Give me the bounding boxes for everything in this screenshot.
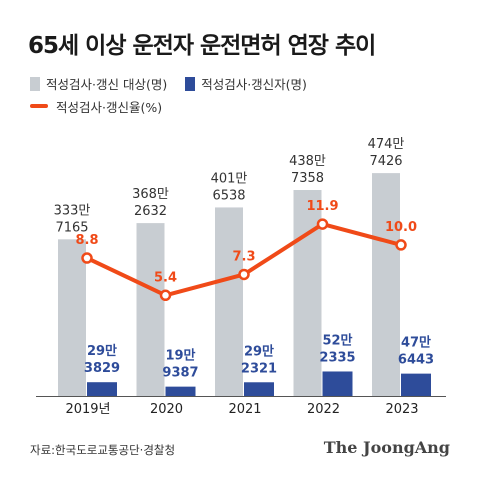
target-value-label: 2632 bbox=[134, 204, 167, 219]
x-tick-label: 2022 bbox=[307, 402, 340, 417]
renewal-value-label: 9387 bbox=[162, 366, 198, 381]
renewal-value-label: 52만 bbox=[322, 332, 352, 348]
renewal-bar bbox=[165, 386, 196, 396]
x-tick-label: 2021 bbox=[228, 402, 261, 417]
renewal-value-label: 19만 bbox=[165, 348, 195, 364]
target-value-label: 368만 bbox=[132, 187, 169, 202]
target-value-label: 438만 bbox=[289, 154, 326, 169]
target-bar bbox=[372, 173, 400, 396]
target-bar bbox=[215, 207, 243, 396]
rate-value-label: 7.3 bbox=[232, 249, 255, 264]
source-note: 자료:한국도로교통공단·경찰청 bbox=[30, 443, 176, 457]
target-bar bbox=[293, 190, 322, 396]
legend-row-2: 적성검사·갱신율(%) bbox=[30, 96, 176, 116]
x-tick-label: 2019년 bbox=[65, 402, 110, 417]
renewal-value-label: 29만 bbox=[87, 343, 117, 359]
target-value-label: 6538 bbox=[212, 188, 245, 203]
target-bar bbox=[136, 223, 165, 396]
legend-item-renewals: 적성검사·갱신자(명) bbox=[185, 74, 307, 93]
x-tick-label: 2023 bbox=[385, 402, 418, 417]
renewal-bar bbox=[322, 371, 353, 396]
rate-value-label: 8.8 bbox=[75, 233, 98, 248]
target-value-label: 7358 bbox=[291, 171, 324, 186]
renewal-value-label: 2321 bbox=[241, 361, 277, 376]
target-value-label: 474만 bbox=[368, 137, 405, 152]
legend-label-targets: 적성검사·갱신 대상(명) bbox=[46, 77, 168, 92]
x-tick-label: 2020 bbox=[150, 402, 183, 417]
renewal-bar bbox=[244, 382, 274, 396]
target-value-label: 7426 bbox=[369, 154, 402, 169]
renewal-value-label: 47만 bbox=[401, 335, 431, 351]
rate-value-label: 5.4 bbox=[154, 270, 177, 285]
target-value-label: 333만 bbox=[54, 203, 91, 218]
page-title: 65세 이상 운전자 운전면허 연장 추이 bbox=[28, 33, 376, 59]
rate-point bbox=[159, 289, 172, 302]
renewal-value-label: 29만 bbox=[244, 343, 274, 359]
legend-item-targets: 적성검사·갱신 대상(명) bbox=[30, 74, 167, 93]
rate-point bbox=[238, 268, 250, 281]
target-value-label: 7165 bbox=[55, 220, 88, 235]
renewal-value-label: 2335 bbox=[319, 350, 355, 365]
legend-swatch-rate bbox=[30, 104, 48, 108]
renewal-value-label: 3829 bbox=[84, 361, 120, 376]
rate-value-label: 11.9 bbox=[306, 199, 338, 214]
renewal-value-label: 6443 bbox=[398, 353, 434, 368]
legend-label-renewals: 적성검사·갱신자(명) bbox=[201, 77, 307, 92]
target-bar bbox=[58, 239, 86, 396]
rate-value-label: 10.0 bbox=[385, 220, 417, 235]
legend-swatch-renewals bbox=[185, 76, 196, 91]
target-value-label: 401만 bbox=[211, 171, 248, 186]
legend-item-rate: 적성검사·갱신율(%) bbox=[30, 97, 162, 116]
brand-logo: The JoongAng bbox=[323, 438, 450, 457]
legend-swatch-targets bbox=[30, 76, 40, 91]
renewal-bar bbox=[87, 382, 117, 396]
rate-point bbox=[81, 252, 93, 264]
rate-point bbox=[395, 239, 407, 251]
legend-row-1: 적성검사·갱신 대상(명) 적성검사·갱신자(명) bbox=[30, 74, 321, 94]
renewal-bar bbox=[401, 373, 431, 396]
legend-label-rate: 적성검사·갱신율(%) bbox=[56, 99, 163, 115]
rate-point bbox=[316, 218, 329, 230]
